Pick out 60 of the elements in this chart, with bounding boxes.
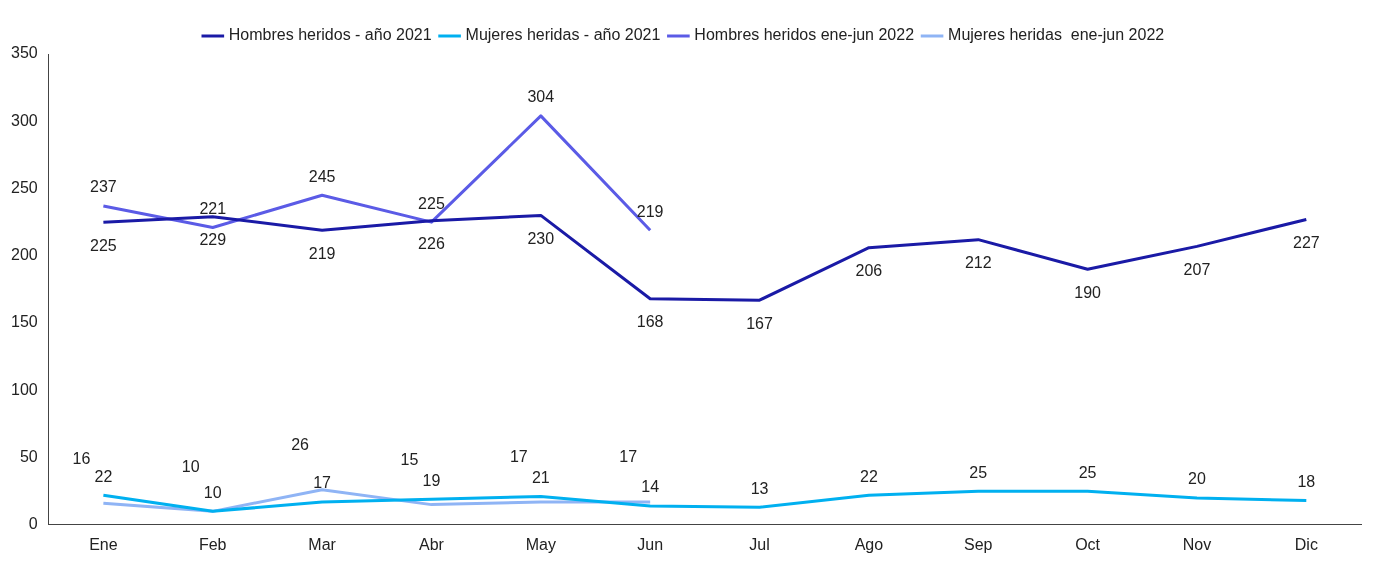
x-tick-label: Sep <box>964 535 993 553</box>
y-tick-label: 300 <box>10 111 38 129</box>
data-label: 21 <box>531 468 550 486</box>
data-label: 219 <box>308 244 336 262</box>
data-label: 20 <box>1188 470 1206 488</box>
x-tick-label: Ene <box>89 535 118 553</box>
legend-label: Mujeres heridas - año 2021 <box>465 26 661 44</box>
data-label: 245 <box>308 167 336 185</box>
y-tick-label: 200 <box>10 246 38 264</box>
data-label: 167 <box>746 314 773 332</box>
data-label: 17 <box>313 474 332 492</box>
x-tick-label: Nov <box>1182 535 1212 553</box>
data-label: 219 <box>636 202 664 220</box>
data-label: 18 <box>1297 472 1316 490</box>
data-label: 190 <box>1074 283 1102 301</box>
data-label: 304 <box>527 88 555 106</box>
data-label: 22 <box>94 467 113 485</box>
data-label: 229 <box>199 231 227 249</box>
y-tick-label: 50 <box>19 447 38 465</box>
x-tick-label: Jul <box>749 535 770 553</box>
x-tick-label: Mar <box>308 535 337 553</box>
data-label: 212 <box>964 254 992 272</box>
data-label: 25 <box>969 463 988 481</box>
data-label: 10 <box>181 457 200 475</box>
data-label: 17 <box>619 448 638 466</box>
legend-label: Mujeres heridas ene-jun 2022 <box>948 26 1165 44</box>
data-label: 14 <box>641 478 660 496</box>
data-label: 25 <box>1078 463 1097 481</box>
data-label: 19 <box>422 471 441 489</box>
data-label: 22 <box>859 467 878 485</box>
data-label: 227 <box>1292 233 1320 251</box>
data-label: 17 <box>509 448 528 466</box>
data-label: 230 <box>527 229 555 247</box>
data-label: 13 <box>750 479 769 497</box>
data-label: 221 <box>199 199 227 217</box>
y-tick-label: 350 <box>10 44 38 62</box>
x-tick-label: May <box>525 535 556 553</box>
y-tick-label: 150 <box>10 313 38 331</box>
data-label: 226 <box>418 235 445 253</box>
x-tick-label: Abr <box>419 535 445 553</box>
data-label: 225 <box>418 194 445 212</box>
data-label: 225 <box>90 236 117 254</box>
x-tick-label: Ago <box>854 535 884 553</box>
data-label: 16 <box>72 449 91 467</box>
x-tick-label: Dic <box>1294 535 1318 553</box>
y-tick-label: 100 <box>10 380 38 398</box>
x-tick-label: Jun <box>637 535 664 553</box>
legend-label: Hombres heridos - año 2021 <box>228 26 432 44</box>
y-tick-label: 0 <box>28 515 38 533</box>
data-label: 10 <box>203 483 222 501</box>
data-label: 168 <box>636 313 664 331</box>
data-label: 207 <box>1183 260 1211 278</box>
x-tick-label: Feb <box>198 535 227 553</box>
data-label: 237 <box>90 178 117 196</box>
data-label: 26 <box>291 436 310 454</box>
legend-label: Hombres heridos ene-jun 2022 <box>694 26 915 44</box>
data-label: 206 <box>855 262 883 280</box>
data-label: 15 <box>400 451 419 469</box>
x-tick-label: Oct <box>1075 535 1101 553</box>
y-tick-label: 250 <box>10 178 38 196</box>
